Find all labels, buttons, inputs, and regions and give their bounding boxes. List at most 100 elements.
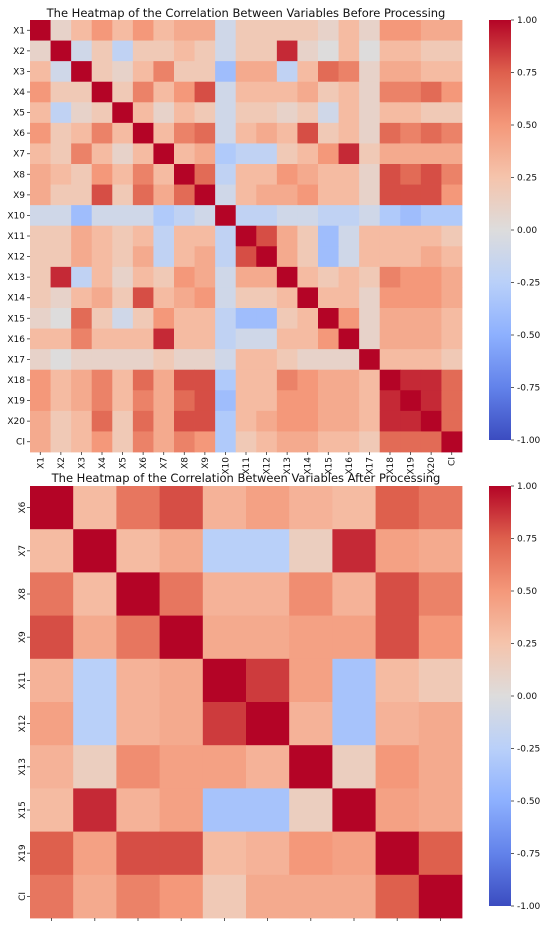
heatmap-cell-before (194, 308, 216, 329)
heatmap-cell-before (318, 431, 339, 453)
heatmap-cell-before (338, 81, 360, 103)
heatmap-cell-before (276, 246, 298, 268)
heatmap-cell-before (420, 431, 442, 453)
heatmap-cell-before (276, 184, 298, 206)
heatmap-cell-before (359, 225, 381, 247)
heatmap-cell-before (379, 390, 401, 412)
heatmap-cell-before (174, 40, 195, 62)
colorbar-tick-label: 1.00 (517, 482, 537, 492)
heatmap-cell-before (359, 410, 381, 432)
heatmap-cell-before (153, 266, 175, 288)
chart-title-before: The Heatmap of the Correlation Between V… (46, 6, 446, 20)
heatmap-cell-after (289, 788, 333, 832)
heatmap-cell-before (420, 349, 442, 371)
heatmap-cell-before (91, 122, 113, 144)
heatmap-cell-before (318, 266, 339, 288)
heatmap-cell-before (235, 102, 257, 124)
heatmap-cell-before (379, 164, 401, 185)
heatmap-cell-before (91, 266, 113, 288)
heatmap-cell-after (159, 658, 204, 703)
heatmap-cell-before (359, 164, 381, 185)
heatmap-cell-before (30, 410, 51, 432)
heatmap-cell-before (338, 349, 360, 371)
heatmap-cell-before (400, 431, 422, 453)
heatmap-cell-before (50, 225, 72, 247)
heatmap-cell-after (246, 702, 290, 746)
heatmap-cell-before (359, 390, 381, 412)
heatmap-cell-before (379, 266, 401, 288)
heatmap-cell-after (73, 572, 117, 616)
colorbar-tick-label: 0.50 (517, 587, 537, 597)
heatmap-cell-before (194, 390, 216, 412)
heatmap-cell-after (375, 572, 420, 616)
heatmap-cell-before (30, 246, 51, 268)
heatmap-cell-before (215, 266, 237, 288)
heatmap-cell-before (71, 205, 93, 227)
heatmap-cell-after (159, 486, 204, 530)
heatmap-cell-after (116, 874, 160, 919)
heatmap-cell-before (297, 143, 319, 165)
heatmap-cell-before (256, 164, 278, 185)
heatmap-cell-after (30, 702, 74, 746)
heatmap-cell-before (318, 184, 339, 206)
heatmap-cell-before (256, 390, 278, 412)
heatmap-cell-before (420, 328, 442, 350)
heatmap-cell-before (174, 431, 195, 453)
heatmap-cell-before (215, 205, 237, 227)
heatmap-cell-after (375, 658, 420, 703)
colorbar-tick-label: 1.00 (517, 16, 537, 26)
heatmap-cell-before (91, 225, 113, 247)
heatmap-cell-before (379, 122, 401, 144)
heatmap-cell-before (174, 81, 195, 103)
heatmap-cell-after (375, 486, 420, 530)
x-tick-label-before: X1 (36, 457, 46, 469)
y-tick-label-after: CI (18, 892, 28, 901)
y-tick-label-before: X7 (13, 150, 25, 160)
heatmap-cell-before (235, 205, 257, 227)
y-tick-label-before: X1 (13, 26, 25, 36)
heatmap-cell-before (112, 410, 134, 432)
heatmap-cell-before (112, 308, 134, 329)
heatmap-cell-after (418, 788, 463, 832)
heatmap-cell-before (400, 225, 422, 247)
heatmap-cell-before (71, 410, 93, 432)
heatmap-cell-before (235, 266, 257, 288)
heatmap-cell-before (153, 431, 175, 453)
heatmap-cell-after (246, 831, 290, 876)
heatmap-cell-before (112, 205, 134, 227)
heatmap-cell-after (159, 572, 204, 616)
heatmap-cell-before (235, 369, 257, 391)
heatmap-cell-after (159, 788, 204, 832)
heatmap-cell-before (297, 287, 319, 309)
heatmap-cell-before (318, 349, 339, 371)
heatmap-cell-before (153, 410, 175, 432)
heatmap-cell-before (338, 287, 360, 309)
heatmap-cell-before (338, 328, 360, 350)
heatmap-cell-after (246, 658, 290, 703)
heatmap-cell-before (297, 40, 319, 62)
heatmap-cell-after (289, 572, 333, 616)
heatmap-cell-after (159, 529, 204, 573)
heatmap-cell-before (359, 205, 381, 227)
heatmap-cell-before (153, 390, 175, 412)
heatmap-cell-before (441, 143, 463, 165)
heatmap-cell-before (420, 287, 442, 309)
heatmap-cell-before (256, 205, 278, 227)
heatmap-cell-after (418, 658, 463, 703)
colorbar-tick-label: 0.75 (517, 535, 537, 545)
heatmap-cell-before (194, 431, 216, 453)
heatmap-cell-after (332, 702, 376, 746)
heatmap-cell-before (297, 410, 319, 432)
heatmap-cell-before (235, 184, 257, 206)
heatmap-cell-before (318, 81, 339, 103)
heatmap-cell-before (359, 266, 381, 288)
heatmap-cell-before (338, 61, 360, 83)
heatmap-cell-before (112, 246, 134, 268)
x-tick-label-before: X4 (98, 457, 108, 469)
heatmap-cell-after (332, 658, 376, 703)
heatmap-cell-before (215, 184, 237, 206)
heatmap-cell-before (379, 40, 401, 62)
heatmap-cell-before (71, 143, 93, 165)
heatmap-cell-after (418, 745, 463, 789)
heatmap-cell-after (375, 788, 420, 832)
